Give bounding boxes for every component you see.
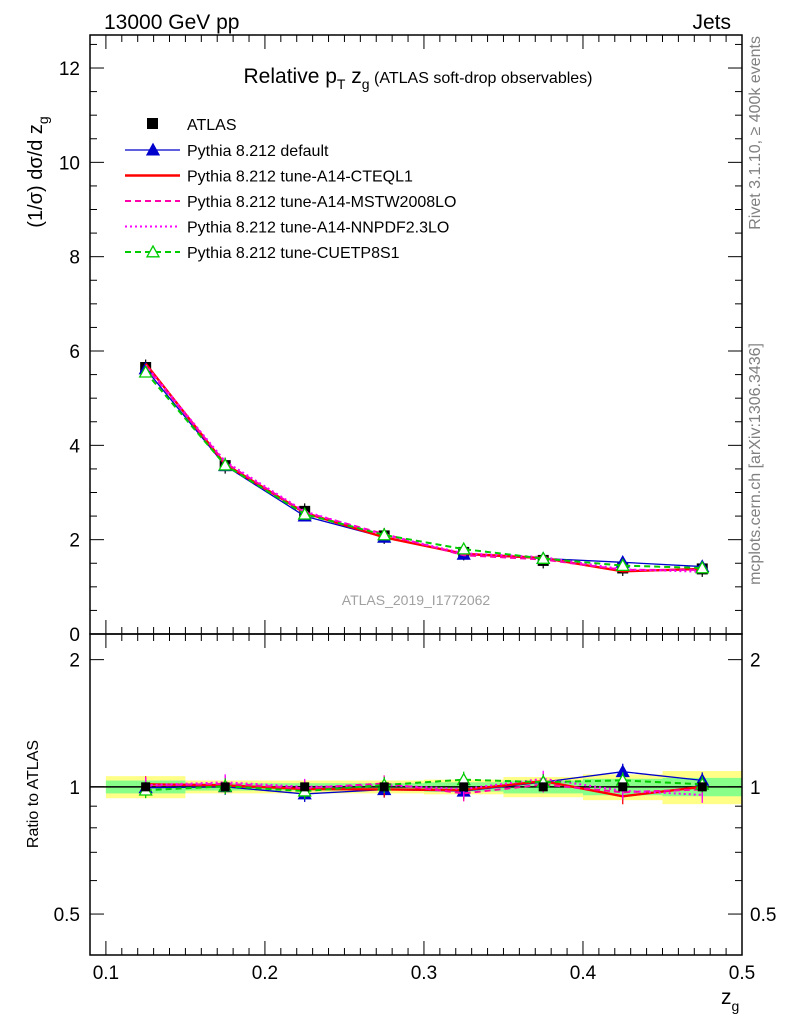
y-axis-label-main: (1/σ) dσ/d z — [25, 124, 47, 228]
plot-title: Relative pT zg (ATLAS soft-drop observab… — [244, 65, 593, 92]
ratio-atlas-point — [538, 782, 548, 792]
legend-marker-5 — [145, 244, 161, 258]
x-tick-label: 0.1 — [93, 963, 119, 984]
ratio-line-2 — [145, 779, 703, 798]
y-tick-label: 8 — [69, 248, 80, 269]
series-line-5 — [144, 371, 703, 569]
main-panel: 0 2 4 6 8 10 12 — [59, 34, 743, 646]
y-tick-label: 0 — [69, 625, 80, 646]
legend-label-4: Pythia 8.212 tune-A14-NNPDF2.3LO — [187, 220, 449, 237]
x-tick-label: 0.3 — [411, 963, 437, 984]
series-point-5 — [695, 560, 710, 574]
y-tick-label: 12 — [59, 59, 80, 80]
ratio-y-tick-label-right: 2 — [750, 651, 761, 672]
jets-label: Jets — [692, 11, 731, 34]
series-point-5 — [138, 364, 153, 378]
legend-marker-1 — [145, 142, 161, 156]
analysis-id: ATLAS_2019_I1772062 — [342, 592, 491, 608]
ratio-line-3 — [145, 782, 703, 795]
y-tick-label: 2 — [69, 531, 80, 552]
series-point-5 — [615, 558, 630, 572]
legend-atlas-label: ATLAS — [187, 117, 237, 134]
legend: ATLAS Pythia 8.212 default Pythia 8.212 t… — [125, 117, 456, 262]
legend-atlas-marker — [147, 118, 158, 129]
series-point-5 — [218, 457, 233, 471]
y-tick-label: 10 — [59, 153, 80, 174]
ratio-atlas-point — [379, 782, 389, 792]
legend-label-5: Pythia 8.212 tune-CUETP8S1 — [187, 245, 400, 262]
y-tick-label: 4 — [69, 436, 80, 457]
title-suffix: (ATLAS soft-drop observables) — [370, 70, 593, 87]
x-tick-label: 0.4 — [570, 963, 597, 984]
legend-label-1: Pythia 8.212 default — [187, 143, 329, 160]
y-tick-label: 6 — [69, 342, 80, 363]
svg-text:(1/σ) dσ/d zg: (1/σ) dσ/d zg — [25, 116, 51, 227]
x-axis-label-main: z — [721, 986, 732, 1009]
title-z: z — [345, 65, 361, 88]
title-main: Relative p — [244, 65, 337, 88]
series-line-4 — [144, 364, 703, 573]
ratio-axis-label: Ratio to ATLAS — [25, 740, 42, 848]
ratio-line-4 — [145, 777, 703, 796]
ratio-y-tick-label: 2 — [69, 651, 80, 672]
ratio-atlas-point — [697, 782, 707, 792]
ratio-atlas-point — [300, 782, 310, 792]
series-point-5 — [377, 527, 392, 541]
series-point-5 — [536, 551, 551, 564]
x-tick-label: 0.5 — [729, 963, 755, 984]
title-sub-t: T — [337, 76, 346, 92]
ratio-atlas-point — [220, 782, 230, 792]
ratio-line-5 — [145, 778, 703, 793]
ratio-y-tick-label-right: 0.5 — [750, 905, 776, 926]
ratio-atlas-point — [141, 782, 151, 792]
collision-label: 13000 GeV pp — [104, 11, 239, 34]
mcplots-label: mcplots.cern.ch [arXiv:1306.3436] — [747, 343, 764, 585]
ratio-panel: 0.1 0.2 0.3 0.4 0.5 0.5 0.5 1 1 2 2 — [54, 633, 776, 984]
legend-label-3: Pythia 8.212 tune-A14-MSTW2008LO — [187, 194, 456, 211]
x-tick-label: 0.2 — [252, 963, 278, 984]
series-point-5 — [297, 506, 312, 520]
ratio-y-tick-label-right: 1 — [750, 778, 761, 799]
ratio-y-tick-label: 0.5 — [54, 905, 80, 926]
x-axis-label: zg — [721, 986, 739, 1014]
y-axis-label: (1/σ) dσ/d zg — [25, 116, 51, 227]
ratio-atlas-point — [459, 782, 469, 792]
y-axis-label-sub: g — [35, 116, 51, 124]
title-sub-g: g — [362, 76, 370, 92]
x-axis-label-sub: g — [732, 998, 740, 1014]
series-point-5 — [456, 541, 471, 555]
ratio-atlas-point — [618, 782, 628, 792]
legend-label-2: Pythia 8.212 tune-A14-CTEQL1 — [187, 169, 413, 186]
ratio-y-tick-label: 1 — [69, 778, 80, 799]
ratio-frame — [89, 633, 743, 956]
rivet-version-label: Rivet 3.1.10, ≥ 400k events — [747, 36, 764, 230]
